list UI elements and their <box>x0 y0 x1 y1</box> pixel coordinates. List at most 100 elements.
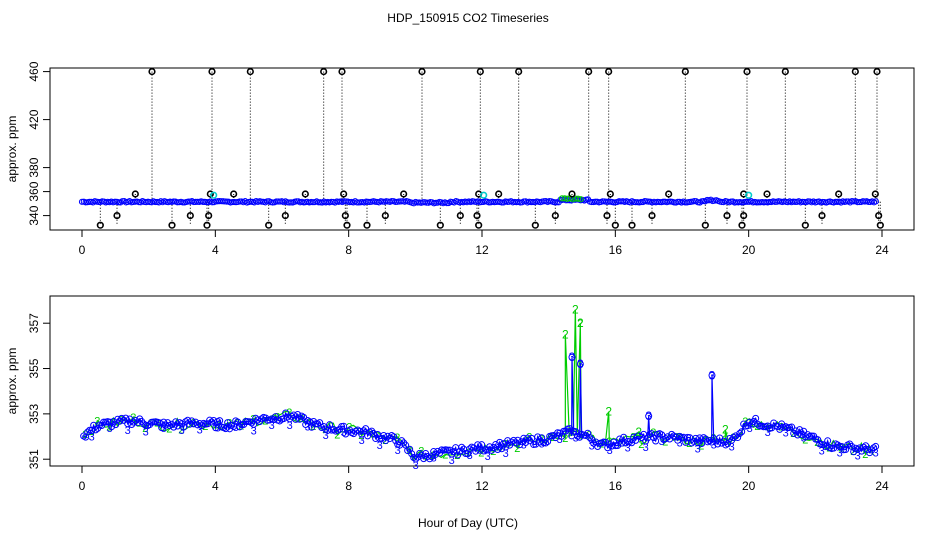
series-1-point <box>726 434 734 442</box>
outlier-point-332 <box>203 221 211 229</box>
series-1-point <box>244 418 252 426</box>
outlier-point-332 <box>876 221 884 229</box>
top-x-axis: 0 4 8 12 16 20 24 <box>79 230 889 257</box>
outlier-point-340 <box>875 212 883 220</box>
series-1-label-glyph: 3 <box>143 426 149 438</box>
series-1-label-glyph: 3 <box>413 460 419 472</box>
series-1-point <box>582 431 590 439</box>
series-1-point <box>746 418 754 426</box>
series-1-label-glyph: 3 <box>251 425 257 437</box>
series-2-label-glyph: 2 <box>577 318 583 330</box>
series-1-point <box>406 445 414 453</box>
series-2-label-glyph: 2 <box>346 422 352 434</box>
x-tick-label: 4 <box>212 243 219 257</box>
outlier-point-358 <box>340 190 348 198</box>
top-plot-frame <box>49 67 915 231</box>
outlier-point-358 <box>230 190 238 198</box>
series-1-label-glyph: 3 <box>179 425 185 437</box>
series-1-point <box>478 441 486 449</box>
series-1-point <box>222 425 230 433</box>
outlier-point-358 <box>871 190 879 198</box>
outlier-point-high <box>781 67 789 76</box>
series-2-spike-label: 2 <box>605 405 612 419</box>
series-1-point <box>652 437 660 445</box>
series-2-label-glyph: 2 <box>562 433 568 445</box>
series-1-point <box>518 438 526 446</box>
x-tick-label: 8 <box>345 243 352 257</box>
series-1-label-glyph: 3 <box>359 435 365 447</box>
series-2-label-glyph: 2 <box>650 427 656 439</box>
series-2-label-glyph: 2 <box>334 430 340 442</box>
series-1-point <box>700 434 708 442</box>
series-1-label-glyph: 3 <box>377 440 383 452</box>
series-1-label-glyph: 3 <box>873 447 879 459</box>
outlier-point-358 <box>568 190 576 198</box>
series-1-label-glyph: 3 <box>395 445 401 457</box>
series-2-label-glyph: 2 <box>862 449 868 461</box>
series-2-label-glyph: 2 <box>310 421 316 433</box>
outlier-point-358 <box>835 190 843 198</box>
x-tick-label: 24 <box>875 479 889 493</box>
series-1-point <box>542 439 550 447</box>
series-1-point <box>576 360 584 368</box>
series-2-label-glyph: 2 <box>722 434 728 446</box>
series-1-point <box>276 417 284 425</box>
series-1-point <box>834 441 842 449</box>
outlier-point-high <box>338 67 346 76</box>
series-2-spike-label: 2 <box>562 328 569 342</box>
data-point <box>610 199 617 206</box>
bottom-y-axis: 351 353 355 357 <box>27 313 50 469</box>
outlier-point-high <box>148 67 156 76</box>
series-1-label-glyph: 3 <box>765 427 771 439</box>
series-1-label-glyph: 3 <box>449 455 455 467</box>
series-1-label-glyph: 3 <box>89 432 95 444</box>
outlier-point-332 <box>611 221 619 229</box>
outlier-point-high <box>681 67 689 76</box>
series-2-spike-label: 2 <box>722 423 729 437</box>
series-1-point <box>708 438 716 446</box>
y-tick-label: 355 <box>27 358 41 378</box>
series-1-point <box>186 420 194 428</box>
series-2-label-glyph: 2 <box>686 438 692 450</box>
series-2-label-glyph: 2 <box>154 417 160 429</box>
outlier-point-332 <box>701 221 709 229</box>
series-1-point <box>382 437 390 445</box>
series-1-point <box>842 446 850 454</box>
outlier-point-high <box>476 67 484 76</box>
series-1-point <box>872 442 880 450</box>
series-1-point <box>846 440 854 448</box>
series-1-label-glyph: 3 <box>819 445 825 457</box>
top-y-axis: 340 360 380 420 460 <box>27 61 50 226</box>
series-1-point <box>466 445 474 453</box>
series-1-point <box>708 371 716 379</box>
series-1-label-glyph: 3 <box>323 430 329 442</box>
series-1-point <box>248 419 256 427</box>
y-tick-label: 360 <box>27 181 41 201</box>
outlier-point-332 <box>363 221 371 229</box>
series-1-spike-label: 3 <box>709 368 716 382</box>
series-2-label-glyph: 2 <box>166 424 172 436</box>
series-2-label-glyph: 2 <box>406 445 412 457</box>
x-tick-label: 12 <box>475 243 489 257</box>
series-1-point <box>118 414 126 422</box>
series-1-point <box>754 420 762 428</box>
series-1-point <box>312 420 320 428</box>
series-1-point <box>744 422 752 430</box>
series-1-label-glyph: 3 <box>467 450 473 462</box>
series-1-label-glyph: 3 <box>643 442 649 454</box>
outlier-point-high <box>873 67 881 76</box>
series-2-label-glyph: 2 <box>502 439 508 451</box>
outlier-point-340 <box>648 212 656 220</box>
series-2-label-glyph: 2 <box>418 446 424 458</box>
series-1-point <box>400 439 408 447</box>
series-1-point <box>454 451 462 459</box>
outlier-point-high <box>851 67 859 76</box>
series-1-label-glyph: 3 <box>503 448 509 460</box>
series-1-label-glyph: 3 <box>783 428 789 440</box>
series-1-label-glyph: 3 <box>197 424 203 436</box>
series-1-point <box>496 438 504 446</box>
outlier-point-332 <box>801 221 809 229</box>
series-1-point <box>532 440 540 448</box>
series-1-label-glyph: 3 <box>287 420 293 432</box>
